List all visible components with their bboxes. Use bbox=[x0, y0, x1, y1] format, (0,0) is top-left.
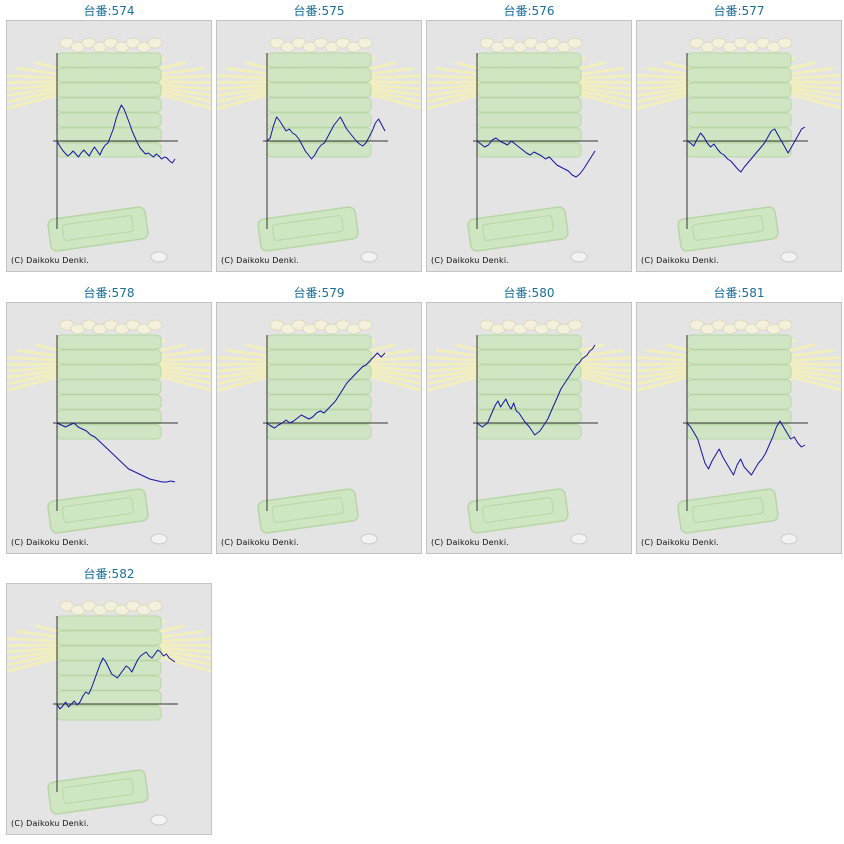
chart-title: 台番:575 bbox=[293, 4, 345, 18]
chart-frame: (C) Daikoku Denki. bbox=[636, 302, 842, 554]
chart-card: 台番:575 (C) Daikoku Denki. bbox=[216, 0, 422, 272]
copyright-text: (C) Daikoku Denki. bbox=[221, 538, 300, 547]
background-illustration bbox=[7, 319, 211, 545]
coin-icon bbox=[780, 251, 798, 263]
chart-title: 台番:578 bbox=[83, 286, 135, 300]
chart-frame: (C) Daikoku Denki. bbox=[426, 302, 632, 554]
coin-icon bbox=[570, 533, 588, 545]
line-chart bbox=[683, 53, 808, 229]
chart-card: 台番:579 (C) Daikoku Denki. bbox=[216, 282, 422, 554]
background-illustration bbox=[637, 319, 841, 545]
line-chart bbox=[263, 335, 388, 511]
chart-frame: (C) Daikoku Denki. bbox=[216, 20, 422, 272]
background-boxes bbox=[677, 334, 792, 534]
series-line bbox=[476, 344, 596, 436]
coin-icon bbox=[150, 533, 168, 545]
series-line bbox=[266, 352, 386, 429]
series-line bbox=[56, 422, 176, 483]
copyright-text: (C) Daikoku Denki. bbox=[11, 538, 90, 547]
background-coins bbox=[59, 319, 163, 335]
chart-card: 台番:578 (C) Daikoku Denki. bbox=[6, 282, 212, 554]
background-coins bbox=[479, 319, 583, 335]
series-line bbox=[56, 104, 176, 164]
background-boxes bbox=[677, 52, 792, 252]
chart-title: 台番:581 bbox=[713, 286, 765, 300]
copyright-text: (C) Daikoku Denki. bbox=[11, 256, 90, 265]
coin-icon bbox=[360, 533, 378, 545]
copyright-text: (C) Daikoku Denki. bbox=[221, 256, 300, 265]
series-line bbox=[266, 116, 386, 160]
series-line bbox=[476, 137, 596, 178]
background-illustration bbox=[7, 37, 211, 263]
chart-frame: (C) Daikoku Denki. bbox=[636, 20, 842, 272]
series-line bbox=[56, 649, 176, 710]
background-boxes bbox=[257, 52, 372, 252]
coin-icon bbox=[150, 251, 168, 263]
chart-title: 台番:582 bbox=[83, 567, 135, 581]
background-illustration bbox=[217, 37, 421, 263]
line-chart bbox=[263, 53, 388, 229]
line-chart bbox=[473, 53, 598, 229]
series-line bbox=[686, 126, 806, 173]
chart-frame: (C) Daikoku Denki. bbox=[6, 302, 212, 554]
background-boxes bbox=[467, 334, 582, 534]
background-coins bbox=[59, 37, 163, 53]
series-line bbox=[686, 420, 806, 476]
chart-card: 台番:580 (C) Daikoku Denki. bbox=[426, 282, 632, 554]
background-boxes bbox=[47, 52, 162, 252]
chart-title: 台番:580 bbox=[503, 286, 555, 300]
background-boxes bbox=[47, 334, 162, 534]
background-coins bbox=[269, 37, 373, 53]
copyright-text: (C) Daikoku Denki. bbox=[431, 538, 510, 547]
coin-icon bbox=[360, 251, 378, 263]
chart-title: 台番:576 bbox=[503, 4, 555, 18]
background-coins bbox=[269, 319, 373, 335]
coin-icon bbox=[780, 533, 798, 545]
background-coins bbox=[59, 600, 163, 616]
background-boxes bbox=[257, 334, 372, 534]
line-chart bbox=[53, 335, 178, 511]
line-chart bbox=[53, 53, 178, 229]
line-chart bbox=[683, 335, 808, 511]
background-coins bbox=[689, 37, 793, 53]
background-illustration bbox=[427, 37, 631, 263]
background-illustration bbox=[637, 37, 841, 263]
chart-card: 台番:582 (C) Daikoku Denki. bbox=[6, 563, 212, 835]
chart-card: 台番:581 (C) Daikoku Denki. bbox=[636, 282, 842, 554]
chart-card: 台番:574 (C) Daikoku Denki. bbox=[6, 0, 212, 272]
coin-icon bbox=[570, 251, 588, 263]
chart-title: 台番:577 bbox=[713, 4, 765, 18]
copyright-text: (C) Daikoku Denki. bbox=[641, 256, 720, 265]
background-illustration bbox=[217, 319, 421, 545]
chart-frame: (C) Daikoku Denki. bbox=[426, 20, 632, 272]
chart-frame: (C) Daikoku Denki. bbox=[6, 20, 212, 272]
chart-frame: (C) Daikoku Denki. bbox=[216, 302, 422, 554]
chart-frame: (C) Daikoku Denki. bbox=[6, 583, 212, 835]
line-chart bbox=[53, 616, 178, 792]
background-illustration bbox=[427, 319, 631, 545]
chart-title: 台番:579 bbox=[293, 286, 345, 300]
chart-title: 台番:574 bbox=[83, 4, 135, 18]
chart-card: 台番:577 (C) Daikoku Denki. bbox=[636, 0, 842, 272]
background-coins bbox=[479, 37, 583, 53]
chart-card: 台番:576 (C) Daikoku Denki. bbox=[426, 0, 632, 272]
line-chart bbox=[473, 335, 598, 511]
coin-icon bbox=[150, 814, 168, 826]
copyright-text: (C) Daikoku Denki. bbox=[641, 538, 720, 547]
background-coins bbox=[689, 319, 793, 335]
copyright-text: (C) Daikoku Denki. bbox=[431, 256, 510, 265]
background-boxes bbox=[467, 52, 582, 252]
copyright-text: (C) Daikoku Denki. bbox=[11, 819, 90, 828]
